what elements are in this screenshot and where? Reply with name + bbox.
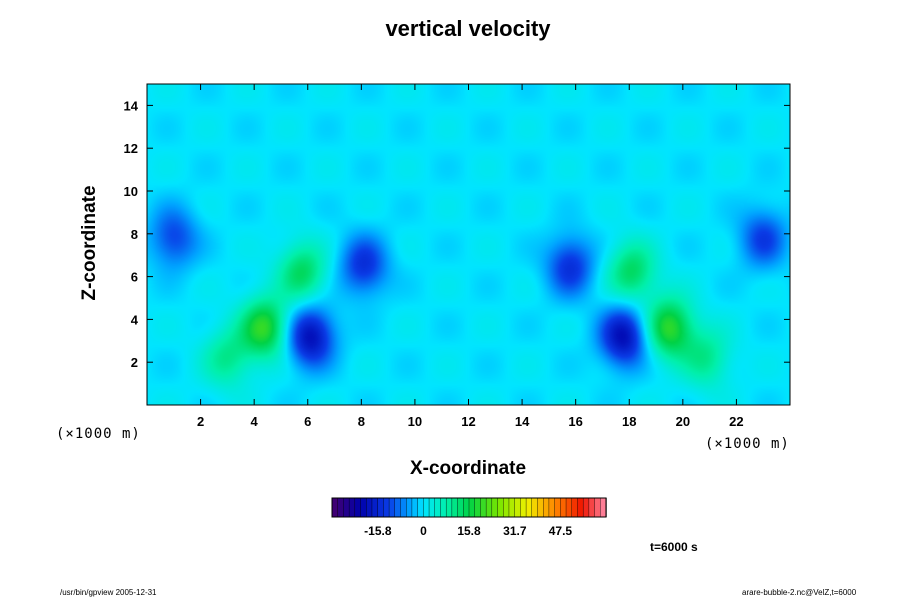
x-tick-label: 10 — [408, 414, 422, 429]
colorbar-cell — [525, 497, 533, 518]
y-tick-label: 4 — [131, 312, 139, 327]
colorbar-tick-label: 31.7 — [503, 524, 527, 538]
colorbar-cell — [337, 497, 345, 518]
colorbar-cell — [371, 497, 379, 518]
footer-right: arare-bubble-2.nc@VelZ,t=6000 — [742, 588, 857, 597]
colorbar-cell — [543, 497, 550, 518]
x-tick-label: 2 — [197, 414, 204, 429]
colorbar-cell — [560, 497, 567, 518]
y-axis-label: Z-coordinate — [79, 185, 100, 301]
x-axis: 2 4 6 8 10 12 14 16 18 20 22 — [197, 84, 744, 429]
y-tick-label: 6 — [131, 270, 138, 285]
colorbar-cell — [565, 497, 573, 518]
colorbar-cell — [406, 497, 413, 518]
colorbar-cell — [480, 497, 487, 518]
colorbar-cell — [577, 497, 584, 518]
colorbar-cell — [428, 497, 436, 518]
colorbar-cell — [451, 497, 459, 518]
plot-area — [147, 84, 790, 405]
colorbar-cell — [411, 497, 419, 518]
colorbar-cell — [463, 497, 470, 518]
colorbar-cell — [417, 497, 425, 518]
colorbar-cell — [331, 497, 339, 518]
colorbar-tick-label: 15.8 — [457, 524, 481, 538]
chart-title: vertical velocity — [385, 16, 551, 41]
y-axis: 2 4 6 8 10 12 14 — [124, 98, 790, 370]
colorbar-cell — [548, 497, 556, 518]
y-tick-label: 14 — [124, 98, 139, 113]
colorbar-cell — [423, 497, 430, 518]
colorbar-cell — [485, 497, 493, 518]
colorbar-cell — [537, 497, 544, 518]
x-tick-label: 14 — [515, 414, 530, 429]
colorbar-cell — [508, 497, 516, 518]
colorbar-cell — [434, 497, 442, 518]
colorbar-tick-label: 0 — [420, 524, 427, 538]
x-tick-label: 22 — [729, 414, 743, 429]
colorbar-cell — [531, 497, 539, 518]
velocity-field — [147, 84, 790, 405]
colorbar-tick-label: -15.8 — [364, 524, 392, 538]
time-label: t=6000 s — [650, 540, 698, 554]
colorbar-tick-label: 47.5 — [549, 524, 573, 538]
colorbar-cell — [394, 497, 402, 518]
colorbar-cell — [497, 497, 504, 518]
y-tick-label: 12 — [124, 141, 138, 156]
x-unit-label: (×1000 m) — [705, 436, 790, 452]
colorbar-cell — [377, 497, 385, 518]
colorbar-cell — [383, 497, 390, 518]
colorbar-cell — [360, 497, 367, 518]
colorbar-cell — [354, 497, 362, 518]
y-tick-label: 2 — [131, 355, 138, 370]
colorbar-cell — [440, 497, 447, 518]
x-tick-label: 12 — [461, 414, 475, 429]
colorbar-cell — [571, 497, 579, 518]
colorbar-cell — [514, 497, 522, 518]
x-tick-label: 20 — [676, 414, 690, 429]
colorbar-cell — [445, 497, 453, 518]
y-tick-label: 8 — [131, 227, 138, 242]
colorbar-cell — [594, 497, 601, 518]
colorbar-frame — [331, 497, 607, 518]
x-tick-label: 16 — [568, 414, 582, 429]
colorbar-cell — [366, 497, 373, 518]
x-tick-label: 6 — [304, 414, 311, 429]
y-unit-label: (×1000 m) — [56, 426, 141, 442]
colorbar-cell — [388, 497, 396, 518]
colorbar-cell — [588, 497, 596, 518]
colorbar-cell — [582, 497, 590, 518]
colorbar-cell — [343, 497, 350, 518]
colorbar-cell — [554, 497, 562, 518]
colorbar-cell — [468, 497, 476, 518]
colorbar-cell — [520, 497, 527, 518]
colorbar: -15.8 0 15.8 31.7 47.5 — [331, 497, 607, 538]
colorbar-cell — [503, 497, 510, 518]
colorbar-cell — [348, 497, 356, 518]
x-tick-label: 18 — [622, 414, 636, 429]
y-tick-label: 10 — [124, 184, 138, 199]
x-tick-label: 4 — [251, 414, 259, 429]
colorbar-cell — [457, 497, 464, 518]
footer-left: /usr/bin/gpview 2005-12-31 — [60, 588, 157, 597]
colorbar-cell — [400, 497, 407, 518]
colorbar-cell — [474, 497, 482, 518]
x-tick-label: 8 — [358, 414, 365, 429]
x-axis-label: X-coordinate — [409, 458, 527, 479]
colorbar-cell — [491, 497, 499, 518]
